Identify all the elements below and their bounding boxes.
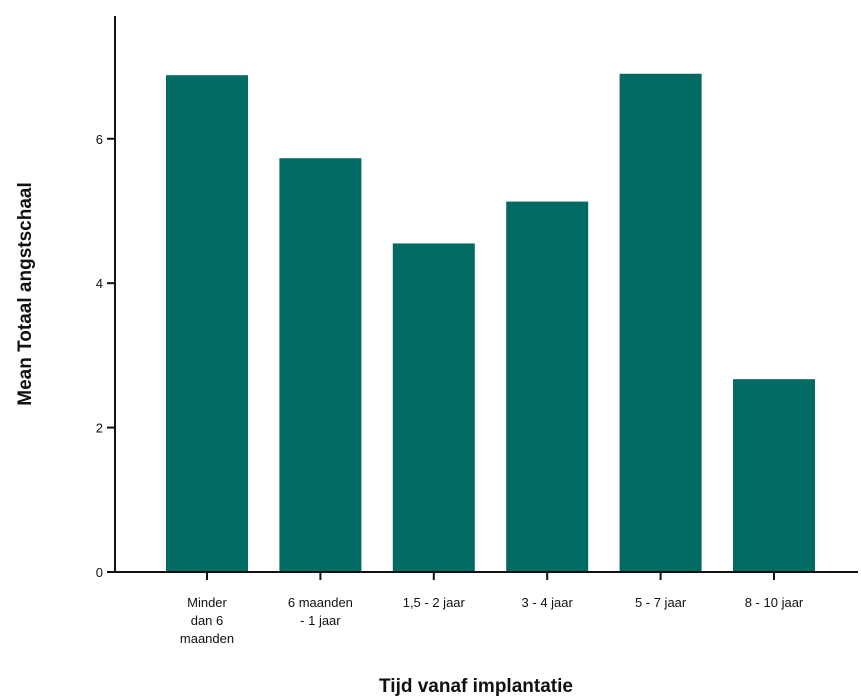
bar [166,75,248,572]
y-tick-label: 6 [96,132,103,147]
x-tick-label: Minder dan 6 maanden [180,595,234,646]
y-ticks-group: 0 2 4 6 [96,132,115,580]
x-tick-label: 6 maanden - 1 jaar [288,595,353,628]
x-ticks-group: Minder dan 6 maanden 6 maanden - 1 jaar 1,5 -… [180,572,804,646]
bar [392,243,475,573]
y-tick-label: 4 [96,276,103,291]
x-tick-label: 3 - 4 jaar [522,595,574,610]
x-axis-title: Tijd vanaf implantatie [379,676,573,697]
bar [733,379,815,572]
y-tick-label: 2 [96,421,103,436]
bar [279,158,362,573]
x-tick-label: 1,5 - 2 jaar [403,595,466,610]
y-tick-label: 0 [96,565,103,580]
y-axis-title: Mean Totaal angstschaal [15,182,36,406]
x-tick-label: 8 - 10 jaar [745,595,804,610]
bar [506,201,589,572]
bar [619,73,702,572]
x-tick-label: 5 - 7 jaar [635,595,687,610]
bars-group [166,73,815,573]
